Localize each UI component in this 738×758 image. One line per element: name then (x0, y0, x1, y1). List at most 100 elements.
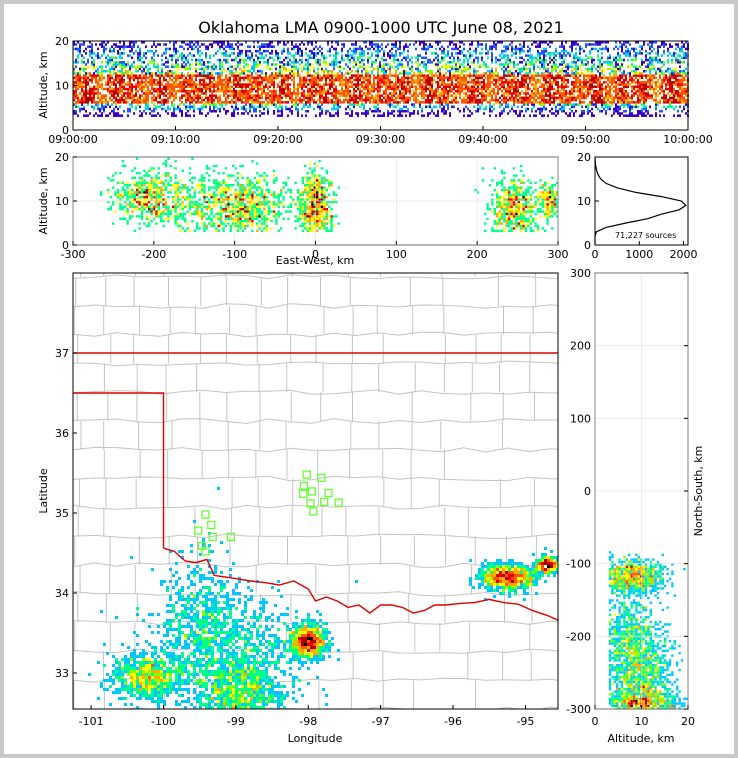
time-height-cell (567, 85, 569, 89)
time-height-cell (437, 74, 439, 77)
time-height-cell (331, 41, 333, 44)
time-height-cell (589, 89, 591, 93)
time-height-cell (443, 83, 445, 86)
time-height-cell (419, 63, 421, 66)
time-height-cell (351, 112, 353, 115)
time-height-cell (135, 87, 137, 91)
time-height-cell (523, 67, 525, 71)
time-height-cell (437, 87, 439, 91)
time-height-cell (205, 47, 207, 51)
time-height-cell (523, 78, 525, 82)
time-height-cell (217, 74, 219, 77)
time-height-cell (179, 45, 181, 48)
time-height-cell (359, 92, 361, 95)
time-height-cell (567, 101, 569, 104)
time-height-cell (519, 67, 521, 71)
time-height-cell (489, 92, 491, 95)
time-height-cell (375, 67, 377, 71)
time-height-cell (195, 45, 197, 48)
time-height-cell (477, 65, 479, 68)
time-height-cell (77, 61, 79, 64)
time-height-cell (143, 81, 145, 84)
time-height-cell (389, 72, 391, 75)
time-height-cell (561, 67, 563, 71)
time-height-cell (459, 41, 461, 44)
time-height-cell (357, 114, 359, 117)
time-height-cell (237, 89, 239, 93)
time-height-cell (167, 47, 169, 51)
time-height-cell (79, 98, 81, 102)
time-height-cell (491, 58, 493, 62)
time-height-cell (565, 41, 567, 44)
time-height-cell (329, 101, 331, 104)
time-height-cell (575, 61, 577, 64)
time-height-cell (451, 87, 453, 91)
time-height-cell (171, 65, 173, 68)
time-height-cell (333, 105, 335, 109)
time-height-cell (139, 83, 141, 86)
time-height-cell (471, 85, 473, 89)
time-height-cell (163, 92, 165, 95)
time-height-cell (295, 52, 297, 55)
time-height-cell (347, 54, 349, 57)
time-height-cell (91, 94, 93, 97)
time-height-cell (483, 63, 485, 66)
time-height-cell (271, 89, 273, 93)
time-height-cell (467, 49, 469, 53)
time-height-cell (251, 56, 253, 60)
time-height-cell (187, 81, 189, 84)
time-height-cell (295, 61, 297, 64)
time-height-cell (83, 114, 85, 117)
time-height-cell (235, 83, 237, 86)
time-height-cell (533, 101, 535, 104)
time-height-cell (413, 81, 415, 84)
time-height-cell (303, 103, 305, 106)
time-height-cell (287, 89, 289, 93)
time-height-cell (397, 65, 399, 68)
time-height-cell (321, 94, 323, 97)
time-height-cell (463, 78, 465, 82)
time-height-cell (497, 81, 499, 84)
time-height-cell (317, 61, 319, 64)
time-height-cell (595, 96, 597, 100)
time-height-cell (493, 89, 495, 93)
time-height-cell (119, 63, 121, 66)
time-height-cell (415, 74, 417, 77)
time-height-cell (451, 105, 453, 109)
time-height-cell (97, 94, 99, 97)
time-height-cell (555, 65, 557, 68)
time-height-cell (187, 105, 189, 109)
time-height-cell (461, 63, 463, 66)
time-height-cell (101, 96, 103, 100)
time-height-cell (253, 87, 255, 91)
time-height-cell (445, 76, 447, 80)
time-height-cell (197, 94, 199, 97)
time-height-cell (83, 85, 85, 89)
time-height-cell (105, 96, 107, 100)
time-height-cell (173, 85, 175, 89)
time-height-cell (475, 78, 477, 82)
time-height-cell (499, 112, 501, 115)
time-height-cell (93, 67, 95, 71)
time-height-cell (445, 109, 447, 113)
time-height-cell (513, 98, 515, 102)
time-height-cell (411, 76, 413, 80)
time-height-cell (477, 85, 479, 89)
time-height-cell (231, 112, 233, 115)
time-height-cell (379, 114, 381, 117)
time-height-cell (377, 81, 379, 84)
time-height-cell (445, 67, 447, 71)
time-height-cell (231, 114, 233, 117)
time-height-cell (387, 101, 389, 104)
time-height-cell (361, 101, 363, 104)
time-height-cell (471, 54, 473, 57)
time-height-cell (555, 78, 557, 82)
time-height-cell (153, 81, 155, 84)
time-height-cell (435, 56, 437, 60)
time-height-cell (183, 41, 185, 44)
time-height-cell (313, 67, 315, 71)
time-height-cell (441, 52, 443, 55)
time-height-cell (277, 72, 279, 75)
time-height-cell (103, 107, 105, 111)
time-height-cell (267, 94, 269, 97)
